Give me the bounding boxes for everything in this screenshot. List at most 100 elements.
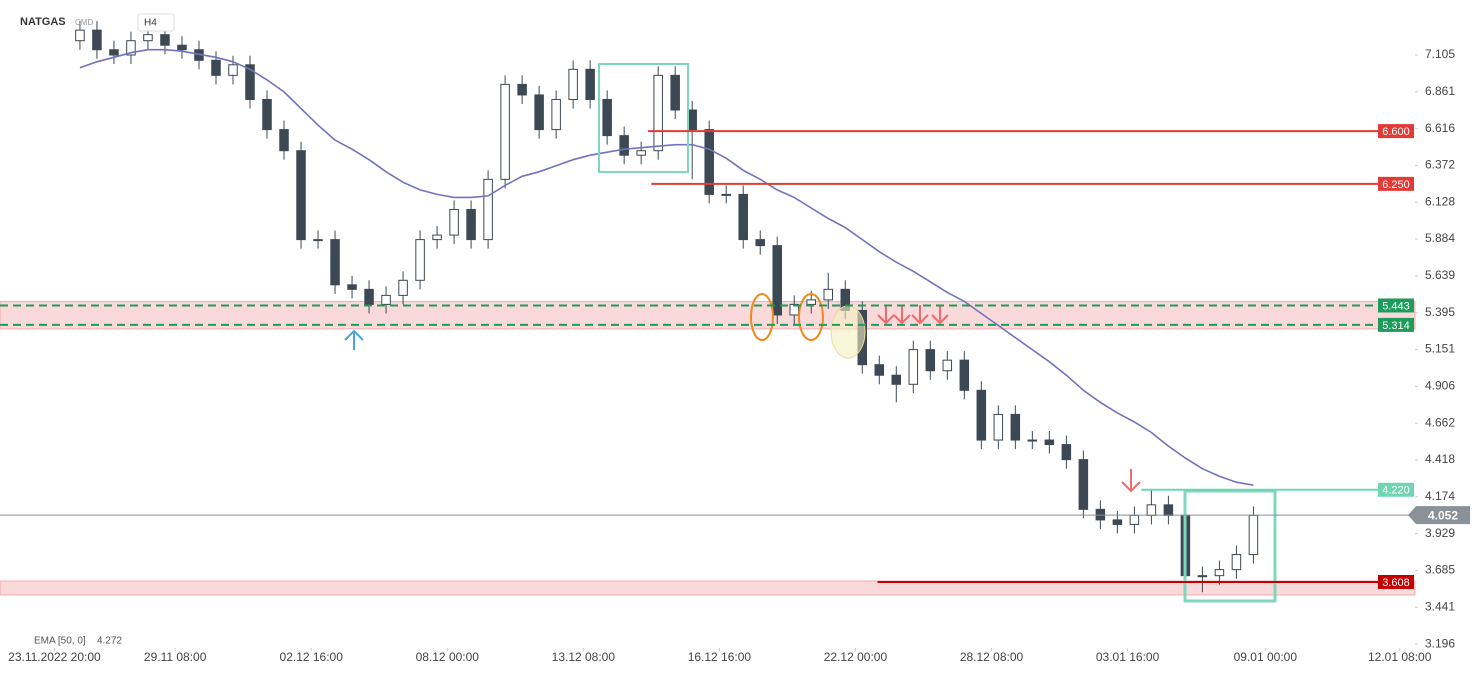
candle-body — [891, 374, 902, 385]
candle-body — [942, 359, 953, 372]
candle-body — [806, 299, 816, 305]
candle-body — [653, 74, 663, 152]
y-tick-label: 3.196 — [1425, 636, 1455, 650]
candle-body — [143, 34, 153, 42]
candle-body — [109, 49, 119, 56]
level-tag — [1378, 298, 1414, 313]
candle-body — [92, 29, 102, 51]
level-label: 5.443 — [1382, 300, 1410, 312]
candle-body — [925, 349, 936, 372]
x-tick-label: 23.11.2022 20:00 — [8, 650, 101, 664]
candle-body — [789, 303, 799, 316]
interval-box[interactable] — [137, 13, 175, 32]
last-price-label: 4.052 — [1428, 508, 1458, 522]
candle-body — [245, 64, 255, 100]
candle-body — [364, 288, 374, 305]
candle-body — [381, 294, 391, 305]
candle-body — [687, 109, 697, 131]
candle-body — [534, 94, 544, 131]
candle-body — [279, 129, 289, 152]
y-tick-label: 4.174 — [1425, 489, 1455, 503]
candle-body — [1027, 439, 1038, 442]
candle-body — [1078, 459, 1089, 510]
x-tick-label: 29.11 08:00 — [144, 650, 207, 664]
candle-body — [1129, 514, 1140, 525]
candle-body — [262, 98, 272, 131]
x-tick-label: 12.01 08:00 — [1368, 650, 1432, 664]
candle-body — [908, 349, 919, 385]
candle-body — [500, 83, 510, 180]
indicator-value: 4.272 — [97, 636, 122, 647]
candle-body — [313, 239, 323, 242]
level-label: 6.250 — [1382, 179, 1410, 191]
level-tag — [1378, 574, 1414, 589]
x-tick-label: 22.12 00:00 — [824, 650, 888, 664]
level-tag — [1378, 317, 1414, 332]
last-price-tag — [1408, 506, 1470, 525]
candle-body — [1214, 569, 1225, 577]
candle-body — [415, 239, 425, 281]
y-tick-label: 4.906 — [1425, 379, 1455, 393]
y-tick-label: 5.151 — [1425, 342, 1455, 356]
y-tick-label: 5.639 — [1425, 268, 1455, 282]
candle-body — [330, 239, 340, 286]
level-label: 3.608 — [1382, 577, 1410, 589]
candle-body — [449, 208, 459, 236]
x-tick-label: 28.12 08:00 — [960, 650, 1024, 664]
candle-body — [1044, 439, 1055, 446]
level-label: 5.314 — [1382, 320, 1410, 332]
y-tick-label: 4.418 — [1425, 452, 1455, 466]
up-arrow — [344, 329, 364, 350]
candle-body — [772, 245, 782, 316]
candle-body — [126, 40, 136, 56]
x-tick-label: 02.12 16:00 — [280, 650, 344, 664]
x-tick-label: 08.12 00:00 — [416, 650, 480, 664]
y-tick-label: 4.662 — [1425, 415, 1455, 429]
highlight-box — [598, 63, 689, 173]
candle-body — [228, 64, 238, 76]
highlight-box — [1183, 489, 1277, 603]
level-tag — [1378, 124, 1414, 139]
candle-body — [721, 193, 731, 196]
candle-body — [1010, 413, 1021, 441]
level-tag — [1378, 176, 1414, 191]
y-tick-label: 7.105 — [1425, 47, 1455, 61]
candle-body — [602, 98, 612, 137]
candle-body — [993, 413, 1004, 441]
candle-body — [1248, 514, 1259, 556]
candle-body — [211, 59, 221, 76]
candle-body — [874, 364, 885, 376]
candle-body — [1197, 575, 1208, 578]
kind: CMD — [75, 18, 93, 27]
candle-body — [75, 29, 85, 42]
x-tick-label: 13.12 08:00 — [552, 650, 616, 664]
y-tick-label: 3.929 — [1425, 526, 1455, 540]
y-tick-label: 3.441 — [1425, 599, 1455, 613]
candle-body — [466, 208, 476, 241]
ellipse-marker — [830, 305, 866, 359]
candle-body — [976, 389, 987, 441]
level-label: 6.600 — [1382, 126, 1410, 138]
x-tick-label: 16.12 16:00 — [688, 650, 752, 664]
candle-body — [755, 239, 765, 247]
level-tag — [1378, 482, 1414, 497]
candle-body — [347, 284, 357, 290]
candle-body — [177, 44, 187, 51]
y-tick-label: 5.884 — [1425, 231, 1455, 245]
candle-body — [568, 68, 578, 100]
candle-body — [959, 359, 970, 391]
candle-body — [1163, 504, 1174, 516]
candle-body — [551, 98, 561, 131]
ellipse-marker — [798, 293, 824, 341]
candle-body — [1146, 504, 1157, 516]
candle-body — [296, 150, 306, 241]
level-label: 4.220 — [1382, 485, 1410, 497]
indicator-name: EMA [50, 0] — [34, 636, 86, 647]
candle-body — [704, 129, 714, 195]
y-tick-label: 6.616 — [1425, 121, 1455, 135]
interval[interactable]: H4 — [144, 18, 157, 29]
candle-body — [398, 279, 408, 296]
candle-body — [432, 234, 442, 241]
